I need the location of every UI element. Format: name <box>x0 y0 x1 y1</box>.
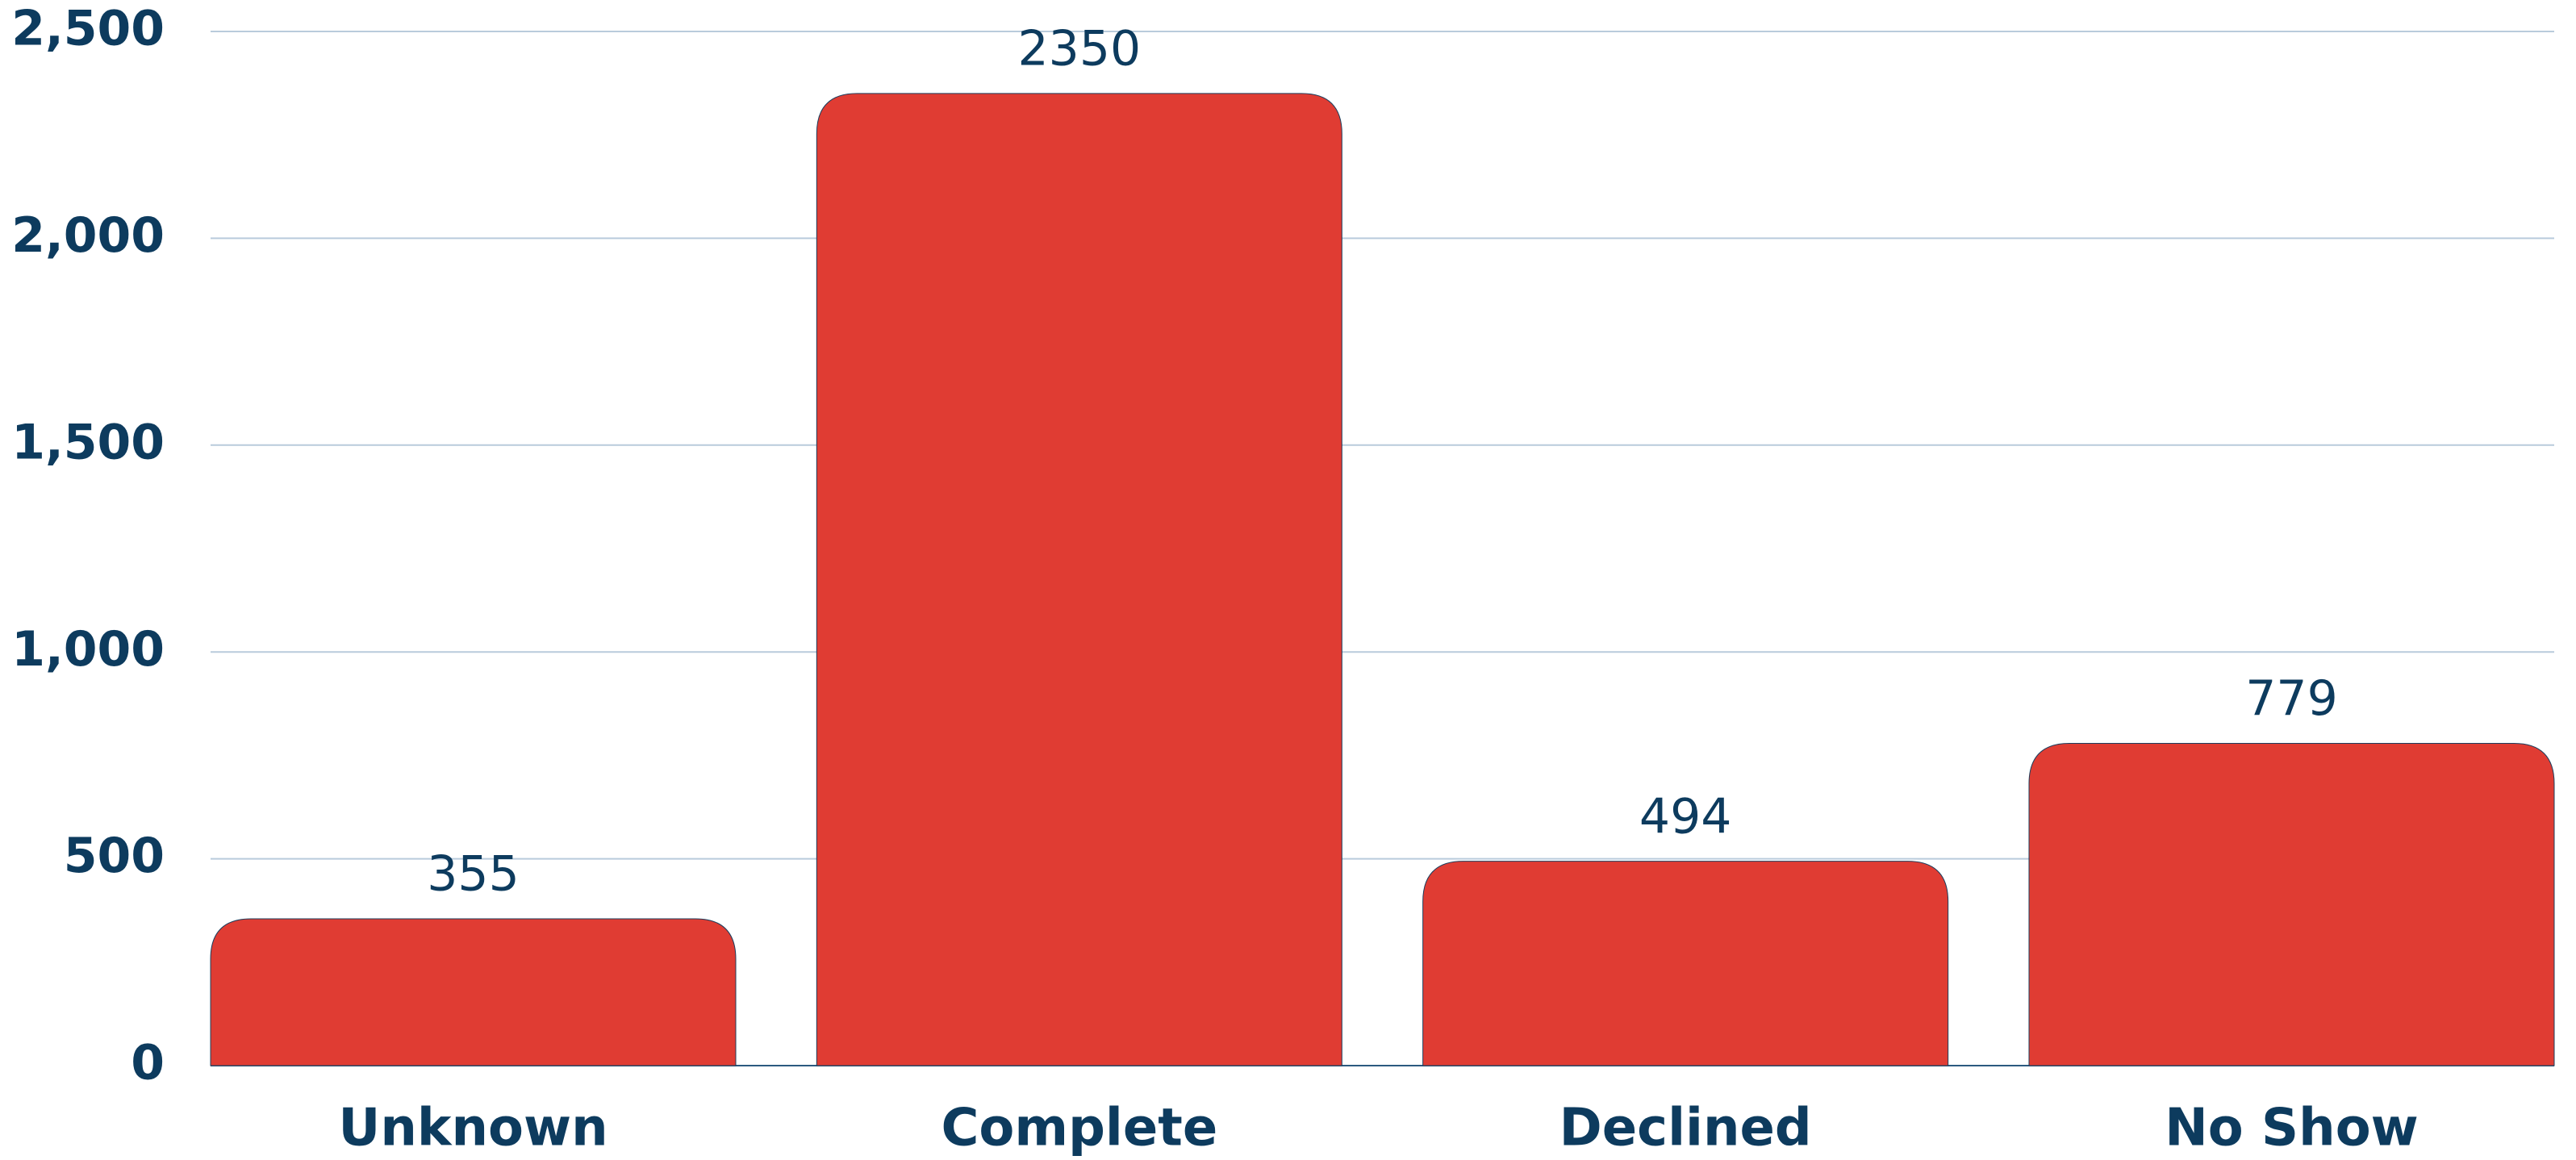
bar <box>210 918 737 1066</box>
x-tick-label: Declined <box>1559 1099 1812 1158</box>
y-tick-label: 500 <box>64 828 165 884</box>
y-tick-label: 0 <box>131 1035 165 1091</box>
value-label: 494 <box>1639 788 1732 845</box>
y-tick-label: 1,500 <box>11 414 165 470</box>
value-label: 779 <box>2245 670 2338 727</box>
y-tick-label: 2,500 <box>11 1 165 57</box>
x-tick-label: Complete <box>941 1099 1217 1158</box>
y-tick-label: 1,000 <box>11 621 165 678</box>
value-label: 355 <box>427 846 520 903</box>
value-label: 2350 <box>1017 21 1141 77</box>
y-tick-label: 2,000 <box>11 207 165 264</box>
x-tick-label: No Show <box>2165 1099 2419 1158</box>
x-tick-label: Unknown <box>338 1099 607 1158</box>
bar <box>1422 861 1949 1066</box>
bar <box>816 93 1342 1066</box>
bar <box>2028 743 2555 1066</box>
